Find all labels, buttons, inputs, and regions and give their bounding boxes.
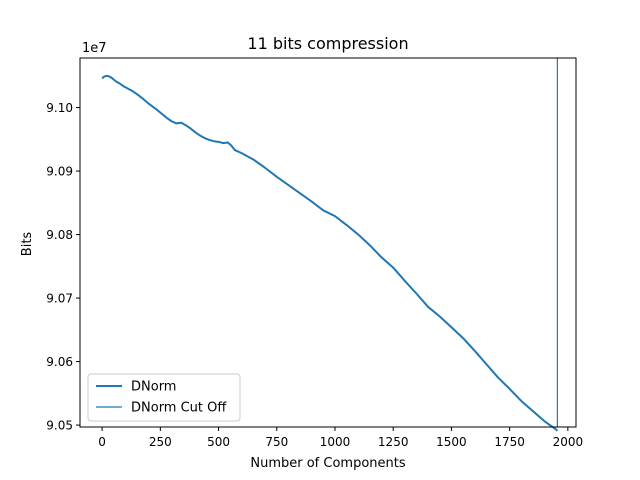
legend: DNorm DNorm Cut Off [87,373,241,422]
x-tick-label: 500 [207,435,230,449]
x-tick-label: 750 [265,435,288,449]
chart-title: 11 bits compression [247,34,408,53]
x-tick-label: 1750 [494,435,525,449]
x-tick-label: 1250 [378,435,409,449]
axes-frame [79,57,577,428]
y-tick-label: 9.08 [46,228,73,242]
y-axis-label: Bits [20,232,35,257]
y-tick-label: 9.06 [46,355,73,369]
y-offset-label: 1e7 [82,41,107,56]
x-tick-label: 1500 [436,435,467,449]
y-tick-label: 9.07 [46,292,73,306]
plot-area: 0 250 500 750 1000 1250 1500 1750 2000 9.05 9.06 9.… [46,57,584,449]
y-tick-label: 9.09 [46,165,73,179]
x-axis-label: Number of Components [250,456,405,471]
x-tick-label: 0 [98,435,106,449]
series-line-dnorm [101,74,559,432]
y-tick-label: 9.10 [46,101,73,115]
legend-label: DNorm Cut Off [131,401,227,416]
x-tick-label: 2000 [553,435,584,449]
x-tick-label: 1000 [320,435,351,449]
legend-box [87,373,241,422]
legend-label: DNorm [131,380,176,395]
x-tick-label: 250 [149,435,172,449]
y-tick-label: 9.05 [46,419,73,433]
